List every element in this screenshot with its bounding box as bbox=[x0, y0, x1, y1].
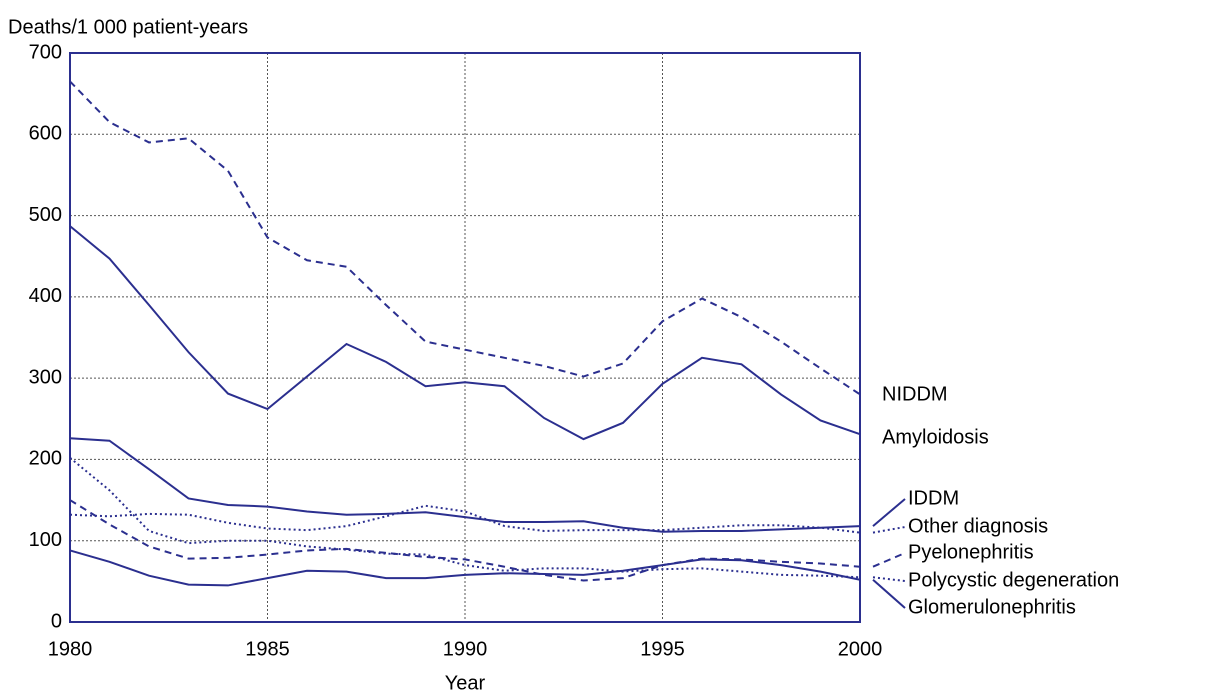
y-tick-label: 700 bbox=[29, 41, 62, 63]
y-tick-label: 400 bbox=[29, 285, 62, 307]
y-axis-label: Deaths/1 000 patient-years bbox=[8, 16, 248, 38]
leader-line bbox=[872, 526, 906, 534]
line-series bbox=[69, 504, 861, 534]
series-label: Other diagnosis bbox=[908, 515, 1048, 537]
y-tick-label: 0 bbox=[51, 610, 62, 632]
series-label: Pyelonephritis bbox=[908, 541, 1034, 563]
x-tick-label: 2000 bbox=[838, 638, 883, 660]
leader-line bbox=[872, 498, 906, 527]
series-label: Amyloidosis bbox=[882, 426, 989, 448]
line-series bbox=[69, 80, 861, 396]
x-tick-label: 1985 bbox=[245, 638, 290, 660]
y-tick-label: 100 bbox=[29, 529, 62, 551]
plot-frame bbox=[69, 52, 861, 623]
leader-line bbox=[872, 552, 906, 568]
y-tick-label: 300 bbox=[29, 366, 62, 388]
x-tick-label: 1990 bbox=[443, 638, 488, 660]
series-label: NIDDM bbox=[882, 383, 948, 405]
series-label: Glomerulonephritis bbox=[908, 596, 1076, 618]
y-tick-label: 500 bbox=[29, 204, 62, 226]
leader-line bbox=[872, 578, 906, 609]
y-tick-label: 200 bbox=[29, 448, 62, 470]
x-axis-label: Year bbox=[445, 672, 486, 694]
leader-line bbox=[872, 576, 906, 582]
series-label: IDDM bbox=[908, 487, 959, 509]
line-series bbox=[69, 437, 861, 533]
x-tick-label: 1995 bbox=[640, 638, 685, 660]
line-series bbox=[69, 225, 861, 441]
x-tick-label: 1980 bbox=[48, 638, 93, 660]
line-series bbox=[69, 499, 861, 582]
line-series bbox=[69, 549, 861, 587]
y-tick-label: 600 bbox=[29, 123, 62, 145]
series-label: Polycystic degeneration bbox=[908, 569, 1119, 591]
